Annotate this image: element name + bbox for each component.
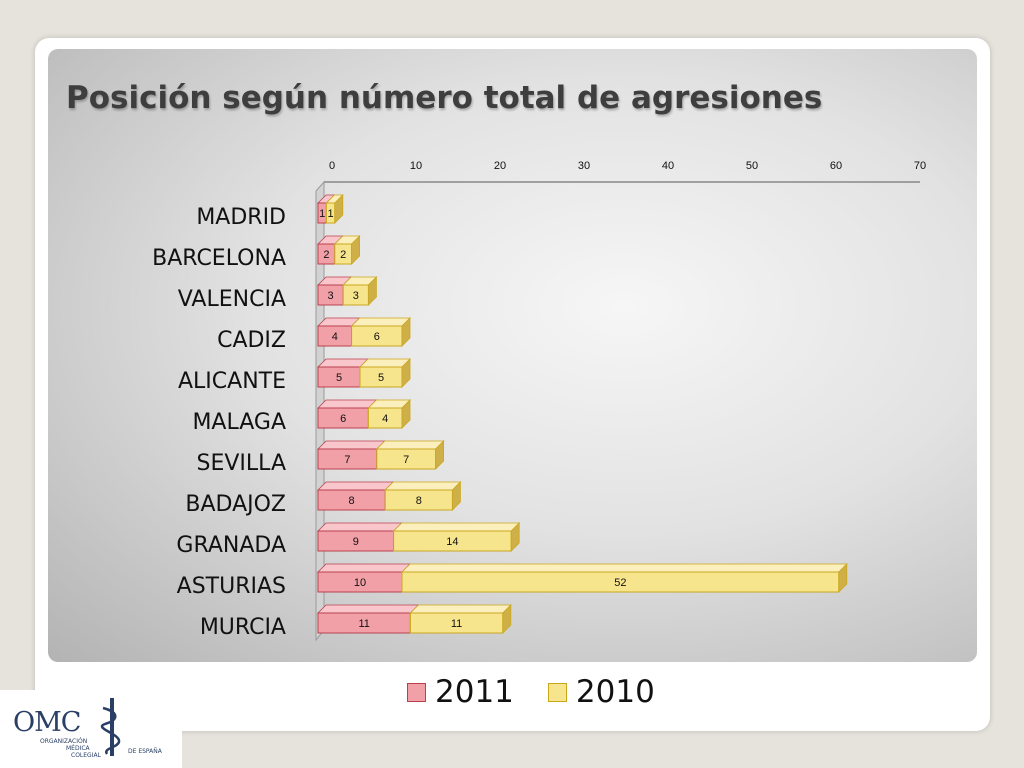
- category-label: CADIZ: [217, 328, 286, 353]
- bar-side: [401, 317, 411, 347]
- data-label: 4: [382, 413, 388, 425]
- category-label: MURCIA: [200, 615, 286, 640]
- logo-text: OMC: [13, 707, 81, 738]
- category-label: ASTURIAS: [177, 574, 286, 599]
- bar-side: [451, 481, 461, 511]
- data-label: 5: [378, 372, 384, 384]
- bar-top: [384, 481, 462, 491]
- chart-panel: [48, 49, 977, 662]
- bar-side: [367, 276, 377, 306]
- bar-top: [317, 399, 378, 409]
- data-label: 2: [340, 249, 346, 261]
- logo-subtitle-2: MÉDICA: [66, 745, 90, 752]
- data-label: 8: [416, 495, 422, 507]
- category-label: GRANADA: [176, 533, 286, 558]
- bar-top: [409, 604, 512, 614]
- bar-side: [838, 563, 848, 593]
- x-tick-label: 60: [830, 160, 842, 172]
- bar-side: [401, 358, 411, 388]
- data-label: 5: [336, 372, 342, 384]
- bar-side: [510, 522, 520, 552]
- x-tick-label: 50: [746, 160, 758, 172]
- data-label: 9: [353, 536, 359, 548]
- bar-top: [375, 440, 445, 450]
- x-tick-label: 0: [329, 160, 335, 172]
- data-label: 6: [374, 331, 380, 343]
- legend-swatch-2010: [547, 682, 567, 702]
- data-label: 7: [344, 454, 350, 466]
- x-tick-label: 40: [662, 160, 674, 172]
- data-label: 52: [614, 577, 626, 589]
- bar-top: [317, 481, 395, 491]
- legend-label-2010: 2010: [575, 674, 655, 710]
- caduceus-icon: [100, 698, 121, 756]
- category-label: SEVILLA: [197, 451, 286, 476]
- omc-logo: [0, 690, 182, 768]
- logo-subtitle-4: DE ESPAÑA: [128, 748, 162, 755]
- data-label: 8: [349, 495, 355, 507]
- data-label: 4: [332, 331, 338, 343]
- bar-top: [317, 522, 403, 532]
- bar-top: [317, 563, 411, 573]
- category-label: ALICANTE: [178, 369, 286, 394]
- bar-side: [351, 235, 361, 265]
- bar-side: [435, 440, 445, 470]
- data-label: 1: [319, 208, 325, 220]
- data-label: 7: [403, 454, 409, 466]
- bar-side: [334, 194, 344, 224]
- bar-top: [392, 522, 521, 532]
- data-label: 2: [323, 249, 329, 261]
- bar-top: [317, 358, 369, 368]
- bar-side: [401, 399, 411, 429]
- bar-top: [401, 563, 848, 573]
- data-label: 1: [328, 208, 334, 220]
- category-label: MADRID: [196, 205, 286, 230]
- data-label: 14: [446, 536, 458, 548]
- category-label: VALENCIA: [178, 287, 286, 312]
- legend-label-2011: 2011: [435, 674, 514, 710]
- chart-legend: 2011 2010: [407, 672, 689, 712]
- x-tick-label: 10: [410, 160, 422, 172]
- slide-title: Posición según número total de agresione…: [66, 80, 823, 116]
- category-label: MALAGA: [192, 410, 286, 435]
- logo-subtitle-3: COLEGIAL: [71, 752, 101, 759]
- x-tick-label: 70: [914, 160, 926, 172]
- logo-subtitle-1: ORGANIZACIÓN: [40, 738, 88, 745]
- x-tick-label: 30: [578, 160, 590, 172]
- bar-top: [350, 317, 411, 327]
- data-label: 3: [353, 290, 359, 302]
- bar-top: [317, 604, 420, 614]
- bar-top: [317, 440, 386, 450]
- category-label: BARCELONA: [152, 246, 286, 271]
- category-label: BADAJOZ: [185, 492, 286, 517]
- x-tick-label: 20: [494, 160, 506, 172]
- data-label: 6: [340, 413, 346, 425]
- data-label: 11: [358, 618, 369, 630]
- legend-item-2011: 2011: [407, 674, 514, 710]
- data-label: 11: [451, 618, 462, 630]
- legend-item-2010: 2010: [547, 674, 655, 710]
- bar-side: [502, 604, 512, 634]
- bar-top: [359, 358, 411, 368]
- data-label: 3: [328, 290, 334, 302]
- data-label: 10: [354, 577, 366, 589]
- legend-swatch-2011: [407, 682, 426, 702]
